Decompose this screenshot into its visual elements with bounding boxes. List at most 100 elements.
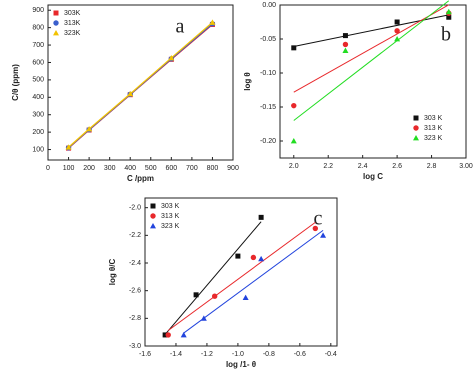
data-point (65, 144, 72, 150)
data-point (394, 19, 400, 25)
legend-label: 323 K (161, 223, 180, 230)
x-axis-label: log C (363, 172, 383, 181)
data-point (258, 214, 264, 220)
data-point (209, 19, 216, 25)
y-tick-label: 700 (32, 42, 44, 49)
y-tick-label: -2.2 (129, 232, 141, 239)
legend-label: 313 K (424, 125, 443, 132)
y-tick-label: 500 (32, 77, 44, 84)
y-tick-label: 0.00 (262, 2, 276, 9)
x-axis-label: C /ppm (127, 174, 154, 183)
fit-line (183, 229, 324, 334)
data-point (250, 254, 257, 261)
data-point (291, 102, 297, 109)
y-tick-label: -0.20 (260, 138, 276, 145)
fit-line (293, 14, 449, 47)
x-tick-label: -1.0 (232, 351, 244, 358)
data-point (394, 36, 401, 42)
data-point (127, 90, 134, 97)
legend-label: 313 K (161, 213, 180, 220)
annotation: c (314, 208, 323, 230)
fit-line (164, 221, 262, 335)
legend-label: 303 K (161, 203, 180, 210)
data-point (445, 8, 452, 15)
x-tick-label: 800 (207, 165, 219, 172)
y-tick-label: 400 (32, 94, 44, 101)
legend-marker (413, 135, 419, 141)
y-tick-label: 900 (32, 7, 44, 14)
x-tick-label: 2.8 (427, 163, 437, 170)
x-tick-label: -0.8 (263, 351, 275, 358)
x-tick-label: 600 (165, 165, 177, 172)
legend-label: 323 K (424, 135, 443, 142)
x-tick-label: 2.0 (289, 163, 299, 170)
legend-marker (53, 10, 59, 16)
data-point (211, 293, 218, 299)
annotation: b (441, 24, 451, 46)
legend-marker (150, 223, 156, 229)
y-tick-label: -3.0 (129, 343, 141, 350)
data-point (394, 28, 400, 34)
x-tick-label: 2.6 (392, 163, 402, 170)
x-tick-label: -1.4 (170, 351, 182, 358)
data-point (320, 232, 327, 238)
y-axis-label: log θ/C (108, 259, 117, 286)
data-point (200, 315, 207, 321)
data-point (86, 126, 93, 132)
data-point (258, 255, 265, 262)
x-tick-label: 700 (186, 165, 198, 172)
y-tick-label: -2.4 (129, 260, 141, 267)
x-tick-label: 3.00 (459, 163, 473, 170)
legend-marker (413, 115, 419, 121)
data-point (342, 33, 348, 39)
data-point (342, 47, 349, 53)
y-tick-label: -2.0 (129, 205, 141, 212)
y-tick-label: -2.6 (129, 288, 141, 295)
y-tick-label: 200 (32, 129, 44, 136)
data-point (165, 332, 171, 338)
legend-label: 323K (64, 30, 81, 37)
fit-line (167, 221, 316, 331)
x-tick-label: 300 (104, 165, 116, 172)
y-tick-label: 100 (32, 146, 44, 153)
legend-marker (150, 203, 156, 209)
y-tick-label: 300 (32, 112, 44, 119)
legend-marker (53, 30, 59, 36)
data-point (180, 331, 187, 338)
legend-marker (413, 125, 419, 131)
fit-line (293, 4, 450, 93)
x-tick-label: 400 (124, 165, 136, 172)
fit-line (293, 0, 450, 121)
x-tick-label: 2.2 (323, 163, 333, 170)
y-axis-label: C/θ (ppm) (11, 64, 20, 101)
data-point (193, 292, 199, 298)
data-point (291, 45, 297, 51)
data-point (162, 332, 168, 338)
data-point (168, 54, 175, 61)
data-point (242, 294, 249, 300)
y-tick-label: -0.10 (260, 70, 276, 77)
y-tick-label: -0.15 (260, 104, 276, 111)
legend-marker (53, 20, 59, 26)
y-tick-label: -2.8 (129, 315, 141, 322)
data-point (290, 138, 297, 144)
y-tick-label: 600 (32, 59, 44, 66)
data-point (235, 253, 241, 259)
x-tick-label: -0.6 (294, 351, 306, 358)
y-tick-label: -0.05 (260, 36, 276, 43)
y-axis-label: log θ (243, 72, 252, 91)
plot-frame (279, 4, 467, 159)
plot-frame (144, 197, 338, 347)
x-tick-label: 2.4 (358, 163, 368, 170)
data-point (312, 225, 319, 232)
y-tick-label: 800 (32, 24, 44, 31)
legend-label: 303K (64, 10, 81, 17)
data-point (446, 14, 452, 20)
plot-frame (47, 4, 234, 161)
legend-marker (150, 213, 156, 219)
x-tick-label: 100 (63, 165, 75, 172)
x-tick-label: 500 (145, 165, 157, 172)
x-tick-label: 900 (227, 165, 239, 172)
legend-label: 313K (64, 20, 81, 27)
